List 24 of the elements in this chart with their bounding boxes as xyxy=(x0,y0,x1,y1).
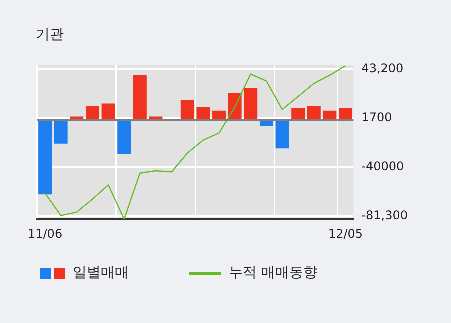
y-tick-label: -81,300 xyxy=(362,208,408,222)
y-tick-label: 43,200 xyxy=(362,61,404,76)
bar xyxy=(276,120,290,149)
bar xyxy=(102,104,116,120)
bar xyxy=(118,120,132,154)
bar xyxy=(38,120,52,195)
bar xyxy=(292,108,306,120)
bar xyxy=(323,110,337,120)
y-tick-label: -40000 xyxy=(362,160,404,174)
legend-label: 누적 매매동향 xyxy=(229,264,318,282)
bar xyxy=(339,108,352,120)
bar xyxy=(196,107,210,120)
legend-label: 일별매매 xyxy=(73,264,129,282)
x-tick-label: 12/05 xyxy=(328,226,364,241)
bar xyxy=(244,88,258,120)
bar xyxy=(133,75,147,120)
x-tick-label: 11/06 xyxy=(28,226,63,241)
bar xyxy=(180,100,194,120)
bar xyxy=(307,106,321,120)
bar xyxy=(86,106,100,120)
bar xyxy=(212,110,226,120)
bar xyxy=(54,120,68,144)
y-tick-label: 1700 xyxy=(362,110,392,124)
chart-title: 기관 xyxy=(36,26,64,44)
